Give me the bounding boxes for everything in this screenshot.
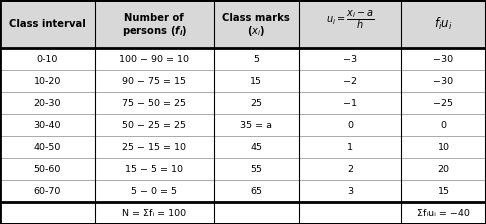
Bar bbox=[299, 158, 401, 180]
Bar bbox=[401, 158, 486, 180]
Bar bbox=[0, 92, 95, 114]
Bar bbox=[214, 202, 299, 224]
Text: 0-10: 0-10 bbox=[37, 55, 58, 64]
Bar bbox=[95, 136, 214, 158]
Text: Class marks: Class marks bbox=[223, 13, 290, 24]
Bar bbox=[0, 48, 95, 70]
Bar bbox=[214, 114, 299, 136]
Text: 40-50: 40-50 bbox=[34, 142, 61, 152]
Bar bbox=[401, 180, 486, 202]
Text: 65: 65 bbox=[250, 187, 262, 196]
Text: 15 − 5 = 10: 15 − 5 = 10 bbox=[125, 165, 183, 174]
Bar bbox=[0, 180, 95, 202]
Bar bbox=[299, 114, 401, 136]
Text: 10: 10 bbox=[437, 142, 450, 152]
Bar bbox=[401, 0, 486, 48]
Bar bbox=[0, 114, 95, 136]
Bar bbox=[401, 92, 486, 114]
Text: 50-60: 50-60 bbox=[34, 165, 61, 174]
Bar bbox=[95, 202, 214, 224]
Text: 2: 2 bbox=[347, 165, 353, 174]
Bar bbox=[95, 0, 214, 48]
Bar bbox=[0, 158, 95, 180]
Bar bbox=[299, 70, 401, 92]
Text: ($x_i$): ($x_i$) bbox=[247, 24, 265, 38]
Text: 15: 15 bbox=[437, 187, 450, 196]
Text: Class interval: Class interval bbox=[9, 19, 86, 29]
Text: 35 = a: 35 = a bbox=[241, 121, 272, 130]
Text: 25 − 15 = 10: 25 − 15 = 10 bbox=[122, 142, 186, 152]
Text: −30: −30 bbox=[434, 55, 453, 64]
Text: 25: 25 bbox=[250, 99, 262, 108]
Text: 0: 0 bbox=[347, 121, 353, 130]
Bar bbox=[299, 180, 401, 202]
Bar bbox=[214, 0, 299, 48]
Text: N = Σfᵢ = 100: N = Σfᵢ = 100 bbox=[122, 209, 186, 218]
Bar bbox=[95, 158, 214, 180]
Text: 5 − 0 = 5: 5 − 0 = 5 bbox=[131, 187, 177, 196]
Bar bbox=[95, 92, 214, 114]
Text: $f_i u_i$: $f_i u_i$ bbox=[434, 16, 453, 32]
Text: 20-30: 20-30 bbox=[34, 99, 61, 108]
Bar bbox=[401, 70, 486, 92]
Text: 30-40: 30-40 bbox=[34, 121, 61, 130]
Text: Σfᵢuᵢ = −40: Σfᵢuᵢ = −40 bbox=[417, 209, 470, 218]
Text: 60-70: 60-70 bbox=[34, 187, 61, 196]
Bar bbox=[299, 136, 401, 158]
Text: −25: −25 bbox=[434, 99, 453, 108]
Text: 55: 55 bbox=[250, 165, 262, 174]
Bar bbox=[401, 202, 486, 224]
Text: 5: 5 bbox=[253, 55, 260, 64]
Text: 100 − 90 = 10: 100 − 90 = 10 bbox=[119, 55, 190, 64]
Text: 0: 0 bbox=[440, 121, 447, 130]
Bar bbox=[299, 92, 401, 114]
Bar bbox=[401, 114, 486, 136]
Text: −3: −3 bbox=[343, 55, 357, 64]
Bar bbox=[299, 202, 401, 224]
Text: 10-20: 10-20 bbox=[34, 77, 61, 86]
Bar bbox=[401, 48, 486, 70]
Bar bbox=[214, 70, 299, 92]
Text: 75 − 50 = 25: 75 − 50 = 25 bbox=[122, 99, 186, 108]
Text: Number of: Number of bbox=[124, 13, 184, 24]
Text: persons ($\bfit{f_i}$): persons ($\bfit{f_i}$) bbox=[122, 24, 187, 38]
Bar bbox=[95, 114, 214, 136]
Text: 1: 1 bbox=[347, 142, 353, 152]
Text: 50 − 25 = 25: 50 − 25 = 25 bbox=[122, 121, 186, 130]
Bar bbox=[214, 180, 299, 202]
Bar bbox=[0, 136, 95, 158]
Bar bbox=[214, 158, 299, 180]
Bar bbox=[214, 92, 299, 114]
Bar bbox=[299, 0, 401, 48]
Bar bbox=[214, 136, 299, 158]
Text: −2: −2 bbox=[343, 77, 357, 86]
Bar bbox=[214, 48, 299, 70]
Bar bbox=[0, 0, 95, 48]
Text: 45: 45 bbox=[250, 142, 262, 152]
Bar bbox=[95, 70, 214, 92]
Bar bbox=[95, 180, 214, 202]
Text: −30: −30 bbox=[434, 77, 453, 86]
Text: 20: 20 bbox=[437, 165, 450, 174]
Text: 3: 3 bbox=[347, 187, 353, 196]
Bar bbox=[0, 202, 95, 224]
Text: $u_i = \dfrac{x_i - a}{h}$: $u_i = \dfrac{x_i - a}{h}$ bbox=[326, 8, 374, 31]
Bar bbox=[0, 70, 95, 92]
Text: 90 − 75 = 15: 90 − 75 = 15 bbox=[122, 77, 186, 86]
Bar bbox=[401, 136, 486, 158]
Bar bbox=[95, 48, 214, 70]
Text: 15: 15 bbox=[250, 77, 262, 86]
Bar bbox=[299, 48, 401, 70]
Text: −1: −1 bbox=[343, 99, 357, 108]
